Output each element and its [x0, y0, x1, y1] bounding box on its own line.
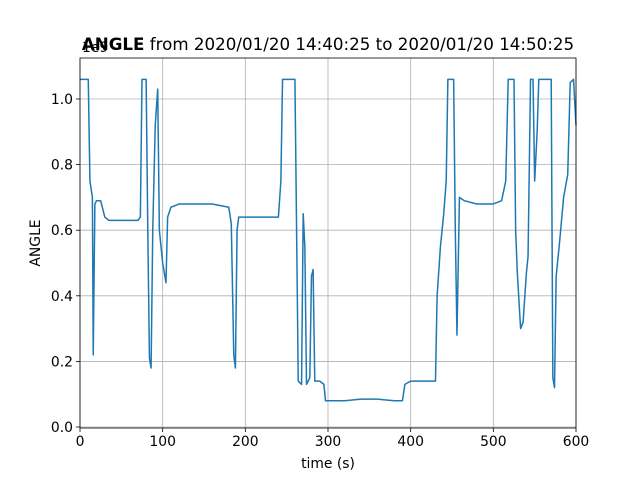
y-tick-label: 1.0 — [51, 92, 73, 108]
data-line — [80, 78, 577, 402]
x-tick-label: 600 — [563, 434, 590, 450]
plot-frame — [79, 57, 577, 429]
x-tick-label: 500 — [480, 434, 507, 450]
x-tick-label: 300 — [315, 434, 342, 450]
x-tick-label: 400 — [397, 434, 424, 450]
chart-title: ANGLE from 2020/01/20 14:40:25 to 2020/0… — [82, 34, 574, 54]
y-tick-label: 0.0 — [51, 420, 73, 436]
x-tick-label: 0 — [76, 434, 85, 450]
x-tick-label: 200 — [232, 434, 259, 450]
y-tick-label: 0.8 — [51, 158, 73, 174]
y-tick-label: 0.6 — [51, 223, 73, 239]
x-axis-label: time (s) — [301, 456, 355, 472]
offset-text: 1e9 — [82, 40, 108, 56]
title-rest: from 2020/01/20 14:40:25 to 2020/01/20 1… — [144, 34, 574, 54]
title-bold: ANGLE — [82, 34, 145, 54]
y-tick-label: 0.2 — [51, 354, 73, 370]
y-tick-label: 0.4 — [51, 289, 73, 305]
y-axis-label: ANGLE — [28, 219, 44, 266]
x-tick-label: 100 — [149, 434, 176, 450]
